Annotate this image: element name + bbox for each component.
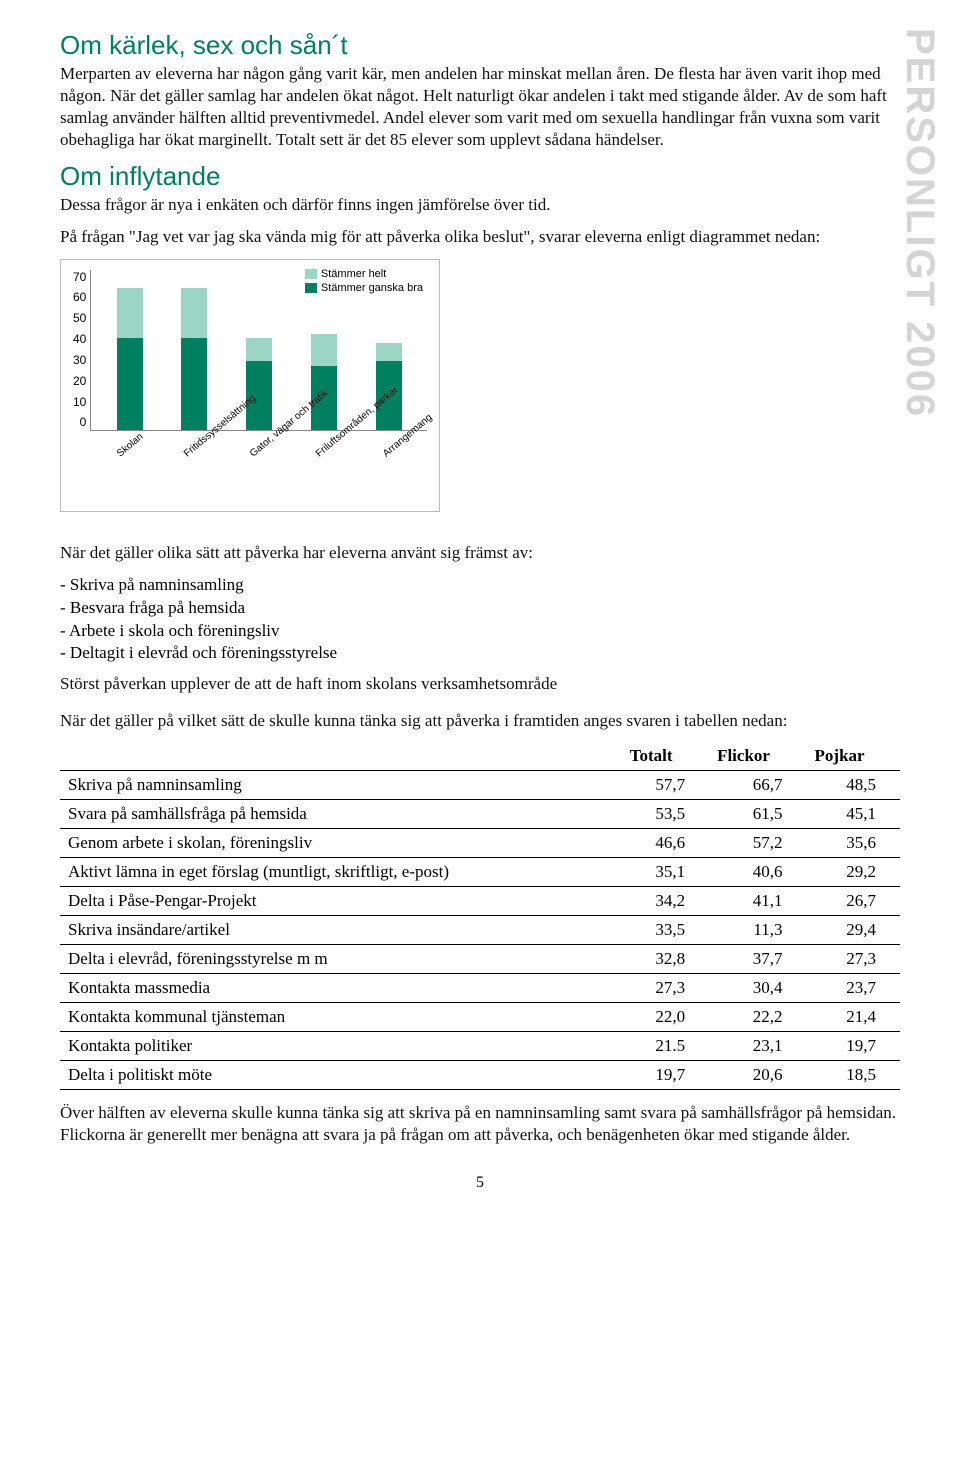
chart-x-labels: SkolanFritidssysselsättningGator, vägar …: [73, 435, 427, 505]
table-cell: 35,6: [807, 828, 900, 857]
table-cell: 19,7: [622, 1060, 709, 1089]
table-cell: Skriva på namninsamling: [60, 770, 622, 799]
table-cell: 18,5: [807, 1060, 900, 1089]
table-cell: Delta i Påse-Pengar-Projekt: [60, 886, 622, 915]
table-intro: När det gäller på vilket sätt de skulle …: [60, 710, 900, 732]
x-label: Arrangemang: [381, 434, 446, 504]
table-cell: Delta i politiskt möte: [60, 1060, 622, 1089]
table-cell: 57,7: [622, 770, 709, 799]
table-cell: 32,8: [622, 944, 709, 973]
y-tick: 20: [73, 374, 86, 388]
table-cell: Skriva insändare/artikel: [60, 915, 622, 944]
table-row: Delta i politiskt möte19,720,618,5: [60, 1060, 900, 1089]
side-title: PERSONLIGT 2006: [897, 28, 942, 418]
y-tick: 50: [73, 311, 86, 325]
table-cell: Aktivt lämna in eget förslag (muntligt, …: [60, 857, 622, 886]
y-tick: 10: [73, 395, 86, 409]
table-cell: 27,3: [807, 944, 900, 973]
table-row: Delta i Påse-Pengar-Projekt34,241,126,7: [60, 886, 900, 915]
y-tick: 40: [73, 332, 86, 346]
table-cell: 61,5: [709, 799, 806, 828]
list-item: - Deltagit i elevråd och föreningsstyrel…: [60, 642, 900, 665]
table-cell: 22,0: [622, 1002, 709, 1031]
middle-bullets: - Skriva på namninsamling- Besvara fråga…: [60, 574, 900, 666]
chart-bar: [246, 338, 272, 429]
table-cell: 41,1: [709, 886, 806, 915]
table-row: Kontakta kommunal tjänsteman22,022,221,4: [60, 1002, 900, 1031]
section2-heading: Om inflytande: [60, 161, 900, 192]
table-header: Flickor: [709, 742, 806, 771]
list-item: - Skriva på namninsamling: [60, 574, 900, 597]
table-cell: 30,4: [709, 973, 806, 1002]
x-label: Friluftsområden, parker: [314, 434, 379, 504]
x-label: Fritidssysselsättning: [182, 434, 247, 504]
table-row: Aktivt lämna in eget förslag (muntligt, …: [60, 857, 900, 886]
y-tick: 70: [73, 270, 86, 284]
middle-after: Störst påverkan upplever de att de haft …: [60, 673, 900, 695]
table-cell: 27,3: [622, 973, 709, 1002]
section2-para1: Dessa frågor är nya i enkäten och därför…: [60, 194, 900, 216]
table-cell: 34,2: [622, 886, 709, 915]
table-cell: 53,5: [622, 799, 709, 828]
middle-intro: När det gäller olika sätt att påverka ha…: [60, 542, 900, 564]
table-cell: Kontakta massmedia: [60, 973, 622, 1002]
table-cell: 23,1: [709, 1031, 806, 1060]
section1-heading: Om kärlek, sex och sån´t: [60, 30, 900, 61]
x-label: Gator, vägar och trafik: [248, 434, 313, 504]
table-row: Kontakta massmedia27,330,423,7: [60, 973, 900, 1002]
chart-bar: [117, 288, 143, 430]
table-cell: Kontakta politiker: [60, 1031, 622, 1060]
table-cell: 29,4: [807, 915, 900, 944]
page-number: 5: [60, 1174, 900, 1192]
table-row: Genom arbete i skolan, föreningsliv46,65…: [60, 828, 900, 857]
table-cell: 40,6: [709, 857, 806, 886]
chart-bar: [181, 288, 207, 430]
closing-para: Över hälften av eleverna skulle kunna tä…: [60, 1102, 900, 1146]
table-cell: Svara på samhällsfråga på hemsida: [60, 799, 622, 828]
chart-bar: [376, 343, 402, 430]
table-cell: 45,1: [807, 799, 900, 828]
table-row: Kontakta politiker21.523,119,7: [60, 1031, 900, 1060]
table-cell: 21.5: [622, 1031, 709, 1060]
table-row: Delta i elevråd, föreningsstyrelse m m32…: [60, 944, 900, 973]
table-row: Skriva på namninsamling57,766,748,5: [60, 770, 900, 799]
table-header: Pojkar: [807, 742, 900, 771]
section2-para2: På frågan "Jag vet var jag ska vända mig…: [60, 226, 900, 248]
y-tick: 0: [73, 415, 86, 429]
table-cell: 29,2: [807, 857, 900, 886]
table-row: Svara på samhällsfråga på hemsida53,561,…: [60, 799, 900, 828]
table-cell: Delta i elevråd, föreningsstyrelse m m: [60, 944, 622, 973]
table-header: [60, 742, 622, 771]
section1-para: Merparten av eleverna har någon gång var…: [60, 63, 900, 151]
chart-bar: [311, 334, 337, 430]
table-cell: 35,1: [622, 857, 709, 886]
table-cell: 20,6: [709, 1060, 806, 1089]
influence-table: TotaltFlickorPojkarSkriva på namninsamli…: [60, 742, 900, 1090]
x-label: Skolan: [115, 434, 180, 504]
table-cell: 57,2: [709, 828, 806, 857]
influence-chart: 706050403020100 Stämmer helt Stämmer gan…: [60, 259, 440, 512]
chart-y-axis: 70 60 50 40 30 20 10 0: [73, 270, 90, 430]
table-cell: 26,7: [807, 886, 900, 915]
table-cell: Kontakta kommunal tjänsteman: [60, 1002, 622, 1031]
y-tick: 60: [73, 290, 86, 304]
table-cell: 23,7: [807, 973, 900, 1002]
table-cell: 48,5: [807, 770, 900, 799]
table-cell: 33,5: [622, 915, 709, 944]
table-cell: 66,7: [709, 770, 806, 799]
table-cell: Genom arbete i skolan, föreningsliv: [60, 828, 622, 857]
table-cell: 11,3: [709, 915, 806, 944]
table-cell: 21,4: [807, 1002, 900, 1031]
table-cell: 46,6: [622, 828, 709, 857]
list-item: - Besvara fråga på hemsida: [60, 597, 900, 620]
table-row: Skriva insändare/artikel33,511,329,4: [60, 915, 900, 944]
table-cell: 22,2: [709, 1002, 806, 1031]
y-tick: 30: [73, 353, 86, 367]
table-cell: 37,7: [709, 944, 806, 973]
table-header: Totalt: [622, 742, 709, 771]
list-item: - Arbete i skola och föreningsliv: [60, 620, 900, 643]
table-cell: 19,7: [807, 1031, 900, 1060]
